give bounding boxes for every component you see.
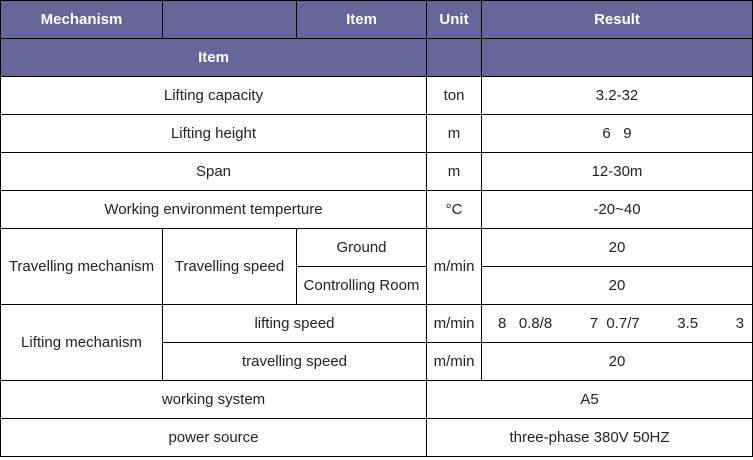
travel-result-ground: 20: [481, 228, 753, 267]
row-unit: °C: [426, 190, 482, 229]
table-row: power source three-phase 380V 50HZ: [0, 418, 753, 457]
header-row-2: Item: [0, 38, 753, 77]
header-empty: [162, 0, 297, 39]
row-result: -20~40: [481, 190, 753, 229]
row-result: three-phase 380V 50HZ: [426, 418, 753, 457]
lifting-speed: lifting speed: [162, 304, 427, 343]
row-unit: ton: [426, 76, 482, 115]
header-mechanism: Mechanism: [0, 0, 163, 39]
row-label: Lifting capacity: [0, 76, 427, 115]
row-result: 3.2-32: [481, 76, 753, 115]
row-label: working system: [0, 380, 427, 419]
travel-result-room: 20: [481, 266, 753, 305]
row-label: Working environment temperture: [0, 190, 427, 229]
row-unit: m: [426, 152, 482, 191]
row-label: Lifting height: [0, 114, 427, 153]
lifting-mechanism: Lifting mechanism: [0, 304, 163, 381]
row-result: 6 9: [481, 114, 753, 153]
row-label: Span: [0, 152, 427, 191]
travel-sub-room: Controlling Room: [296, 266, 427, 305]
table-row: Lifting mechanism lifting speed m/min 8 …: [0, 304, 753, 381]
table-row: Lifting height m 6 9: [0, 114, 753, 153]
header-item: Item: [296, 0, 427, 39]
lifting-travel-unit: m/min: [426, 342, 482, 381]
table-row: Lifting capacity ton 3.2-32: [0, 76, 753, 115]
lifting-travel-result: 20: [481, 342, 753, 381]
lifting-unit: m/min: [426, 304, 482, 343]
travel-mechanism: Travelling mechanism: [0, 228, 163, 305]
header-empty-unit: [426, 38, 482, 77]
header-empty-result: [481, 38, 753, 77]
row-result: A5: [426, 380, 753, 419]
header-item-2: Item: [0, 38, 427, 77]
table-row: Working environment temperture °C -20~40: [0, 190, 753, 229]
travel-item: Travelling speed: [162, 228, 297, 305]
table-row: travelling speed m/min 20: [1, 342, 753, 381]
table-row: Controlling Room 20: [1, 266, 753, 305]
table-row: Travelling mechanism Travelling speed Gr…: [0, 228, 753, 305]
table-row: working system A5: [0, 380, 753, 419]
header-unit: Unit: [426, 0, 482, 39]
header-row: Mechanism Item Unit Result: [0, 0, 753, 39]
table-row: Span m 12-30m: [0, 152, 753, 191]
lifting-travel-speed: travelling speed: [162, 342, 427, 381]
travel-sub-ground: Ground: [296, 228, 427, 267]
lifting-result: 8 0.8/8 7 0.7/7 3.5 3: [481, 304, 753, 343]
travel-unit: m/min: [426, 228, 482, 305]
header-result: Result: [481, 0, 753, 39]
row-label: power source: [0, 418, 427, 457]
row-unit: m: [426, 114, 482, 153]
row-result: 12-30m: [481, 152, 753, 191]
